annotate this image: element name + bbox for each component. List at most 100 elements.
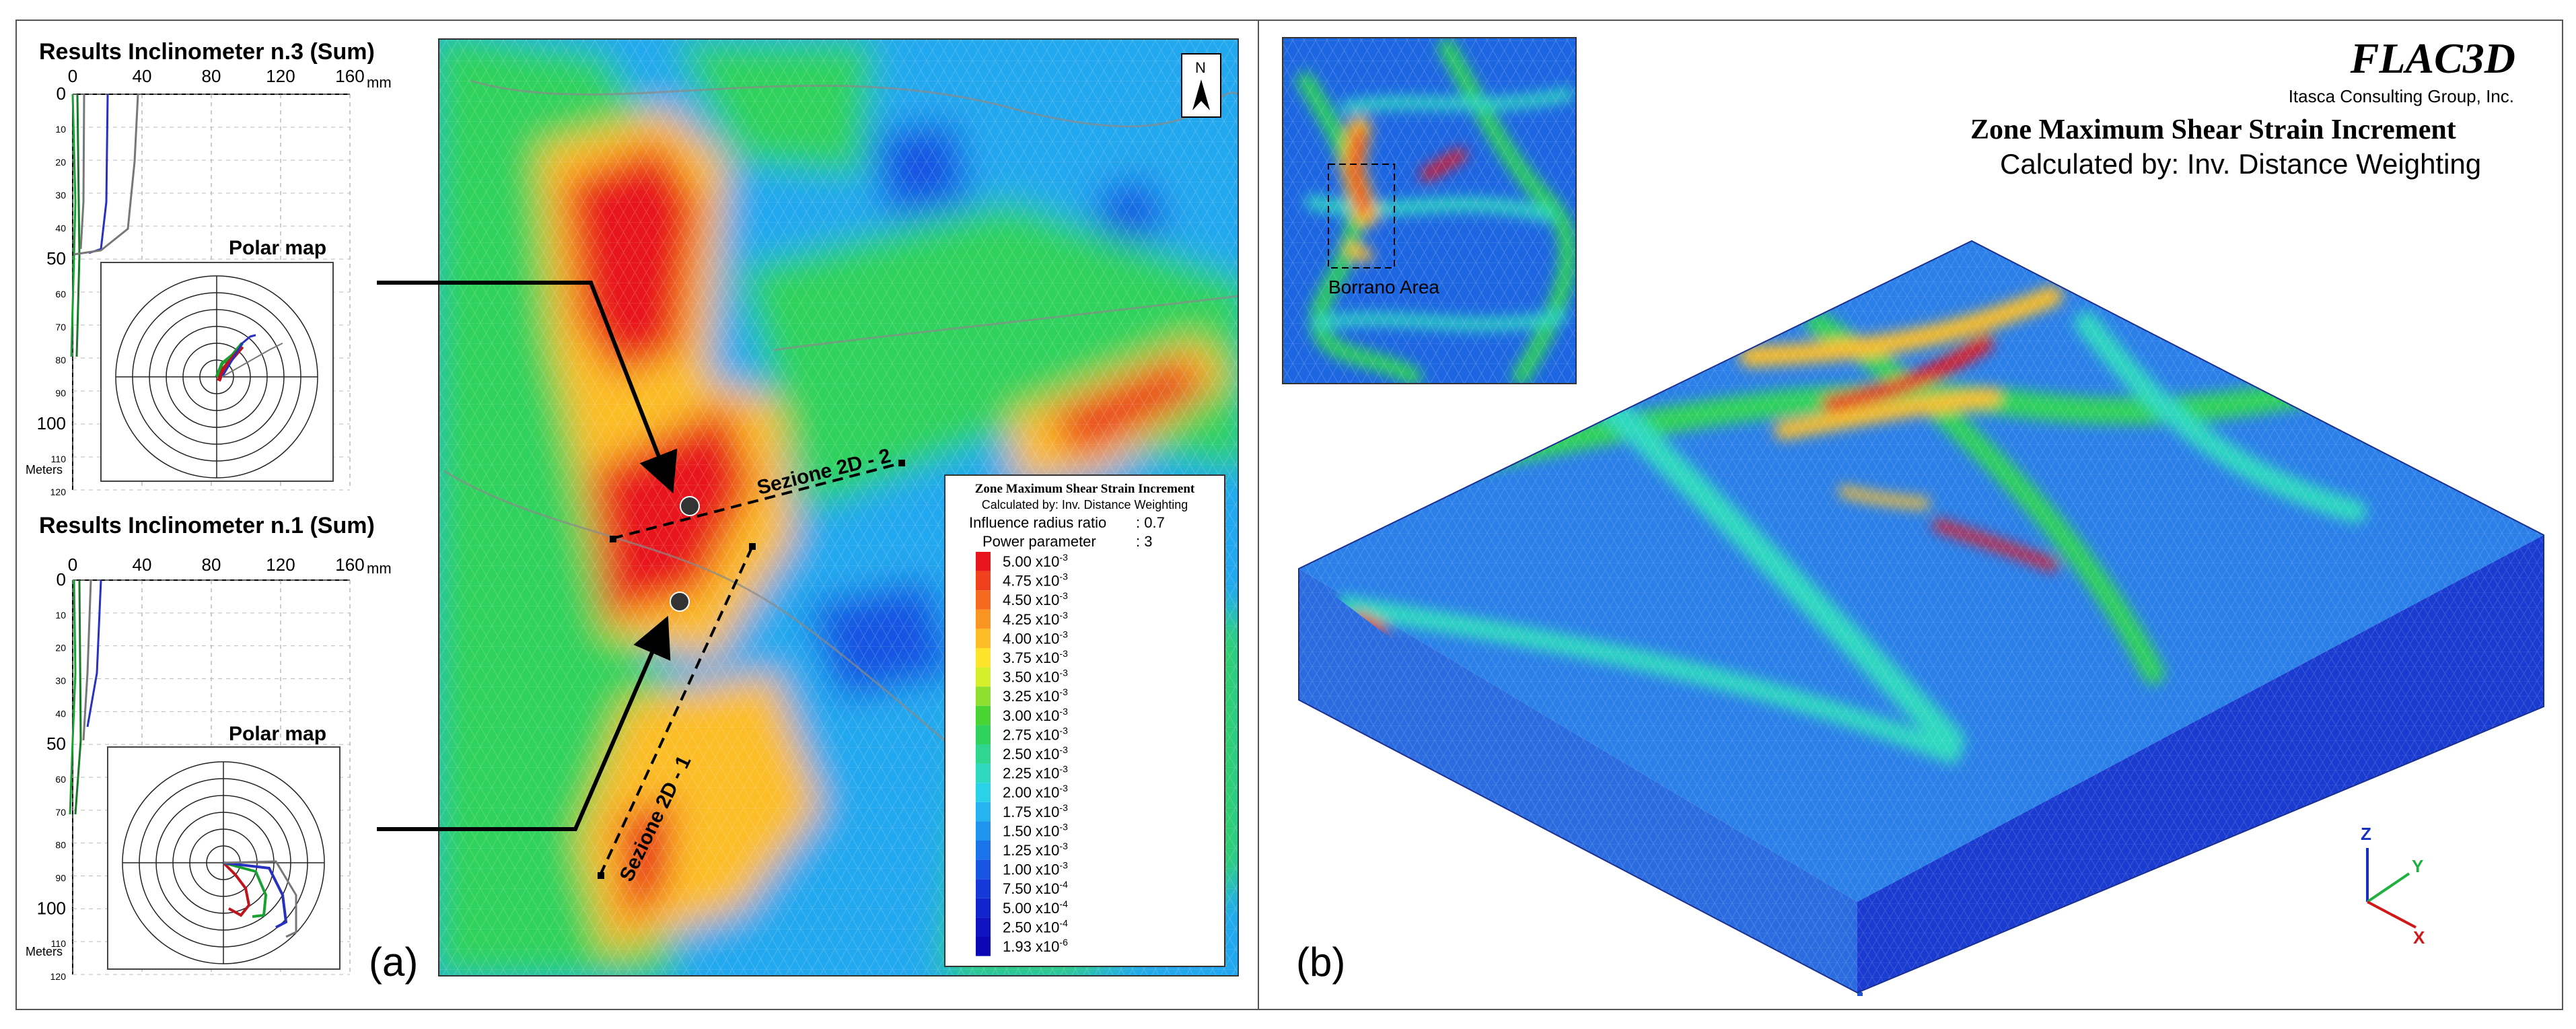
depth-tick-label: 30 [55,676,66,686]
legend-value: 1.00 x10-3 [1003,860,1068,878]
legend-value: 1.93 x10-6 [1003,937,1068,955]
depth-tick-label: 110 [51,454,67,464]
inset-map: Borrano Area [1282,37,1577,384]
contour-calc: Calculated by: Inv. Distance Weighting [2000,148,2481,180]
depth-tick-label: 100 [37,413,66,433]
strain-map: N Sezione 2D - 2 Sezione 2D - 1 [369,38,1239,985]
polar-map-3: Polar map [100,237,334,482]
legend-swatch [976,590,991,610]
inclinometer-3-depth-label: Meters [26,463,63,476]
model-3d-block [1298,240,2544,996]
legend-swatch [976,841,991,860]
depth-tick-label: 70 [55,322,66,332]
inclinometer-chart-1: Results Inclinometer n.1 (Sum) 0 40 80 120 1… [26,513,392,982]
legend-swatch [976,821,991,841]
x-tick-label: 40 [133,555,152,575]
legend-power-value: : 3 [1136,533,1152,550]
depth-tick-label: 50 [46,248,66,269]
panel-b-label: (b) [1296,939,1345,985]
axis-y-label: Y [2412,856,2423,876]
polar-map-1: Polar map [107,723,341,970]
inclinometer-3-curves [70,94,139,357]
inclinometer-1-unit: mm [367,560,392,577]
legend-swatch [976,879,991,898]
legend-value: 1.50 x10-3 [1003,821,1068,839]
legend-swatch [976,937,991,956]
legend-swatch [976,571,991,591]
legend-value: 5.00 x10-4 [1003,898,1068,917]
depth-tick-label: 40 [55,223,66,234]
borrano-area-label: Borrano Area [1328,277,1439,297]
legend-value: 4.00 x10-3 [1003,629,1068,647]
legend-swatch [976,648,991,668]
x-tick-label: 160 [335,66,364,86]
x-tick-label: 0 [68,555,77,575]
contour-title: Zone Maximum Shear Strain Increment [1970,114,2456,145]
legend-swatch [976,763,991,783]
legend-value: 4.50 x10-3 [1003,590,1068,608]
depth-tick-label: 10 [55,610,66,620]
leader-arrow-1 [377,615,671,831]
depth-tick-label: 70 [55,807,66,818]
x-tick-label: 40 [133,66,152,86]
legend-calc: Calculated by: Inv. Distance Weighting [982,498,1188,511]
inclinometer-3-marker [680,496,700,516]
legend-title: Zone Maximum Shear Strain Increment [975,482,1195,496]
depth-tick-label: 90 [55,388,66,398]
depth-tick-label: 100 [37,898,66,918]
legend-swatch [976,552,991,571]
legend-value: 1.75 x10-3 [1003,802,1068,820]
legend-radius-label: Influence radius ratio [969,514,1106,531]
legend-value: 2.75 x10-3 [1003,725,1068,743]
borrano-area-box [1328,164,1395,269]
legend-value: 7.50 x10-4 [1003,879,1068,897]
inclinometer-3-title: Results Inclinometer n.3 (Sum) [39,39,375,65]
legend-swatch [976,705,991,725]
legend-swatch [976,686,991,706]
depth-tick-label: 90 [55,873,66,884]
depth-tick-label: 20 [55,643,66,653]
software-title: FLAC3D [2350,34,2515,82]
depth-tick-label: 60 [55,289,66,299]
x-tick-label: 80 [202,66,221,86]
inclinometer-1-depth-label: Meters [26,945,63,958]
inclinometer-chart-3: Results Inclinometer n.3 (Sum) 0 40 80 120 1… [26,39,392,497]
legend-value: 3.00 x10-3 [1003,706,1068,724]
inclinometer-3-unit: mm [367,74,392,91]
legend-value: 3.50 x10-3 [1003,668,1068,686]
legend-swatch [976,725,991,744]
panel-a-label: (a) [369,939,418,985]
depth-tick-label: 40 [55,708,66,719]
depth-tick-label: 10 [55,124,66,135]
axis-x-label: X [2413,927,2425,948]
legend-swatch [976,917,991,937]
depth-tick-label: 80 [55,840,66,851]
depth-tick-label: 50 [46,734,66,754]
x-tick-label: 0 [68,66,77,86]
legend-entries: 5.00 x10-34.75 x10-34.50 x10-3 4.25 x10-3… [976,552,1068,956]
legend-swatch [976,744,991,764]
legend-swatch [976,609,991,629]
depth-tick-label: 20 [55,157,66,168]
legend-swatch [976,802,991,822]
inclinometer-1-title: Results Inclinometer n.1 (Sum) [39,513,375,538]
inclinometer-1-axes: 0 40 80 120 160 0 10 20 30 40 50 60 70 80 90 100 110 120 [37,555,365,982]
north-arrow-icon: N [1181,53,1221,118]
depth-tick-label: 0 [57,569,66,590]
figure-frame [15,20,2563,1010]
legend-value: 5.00 x10-3 [1003,552,1068,570]
legend-value: 2.00 x10-3 [1003,783,1068,801]
inclinometer-1-curves [69,579,102,815]
polar-map-3-title: Polar map [229,237,326,259]
legend-swatch [976,783,991,802]
legend-swatch [976,859,991,880]
depth-tick-label: 120 [50,487,67,497]
panel-a: Results Inclinometer n.3 (Sum) 0 40 80 120 1… [26,38,1239,985]
legend-power-label: Power parameter [982,533,1096,550]
inclinometer-1-marker [670,592,690,612]
panel-b: FLAC3D Itasca Consulting Group, Inc. Zon… [1282,34,2544,996]
legend-swatch [976,898,991,918]
legend-value: 4.75 x10-3 [1003,571,1068,590]
strain-legend: Zone Maximum Shear Strain Increment Calc… [944,474,1225,967]
